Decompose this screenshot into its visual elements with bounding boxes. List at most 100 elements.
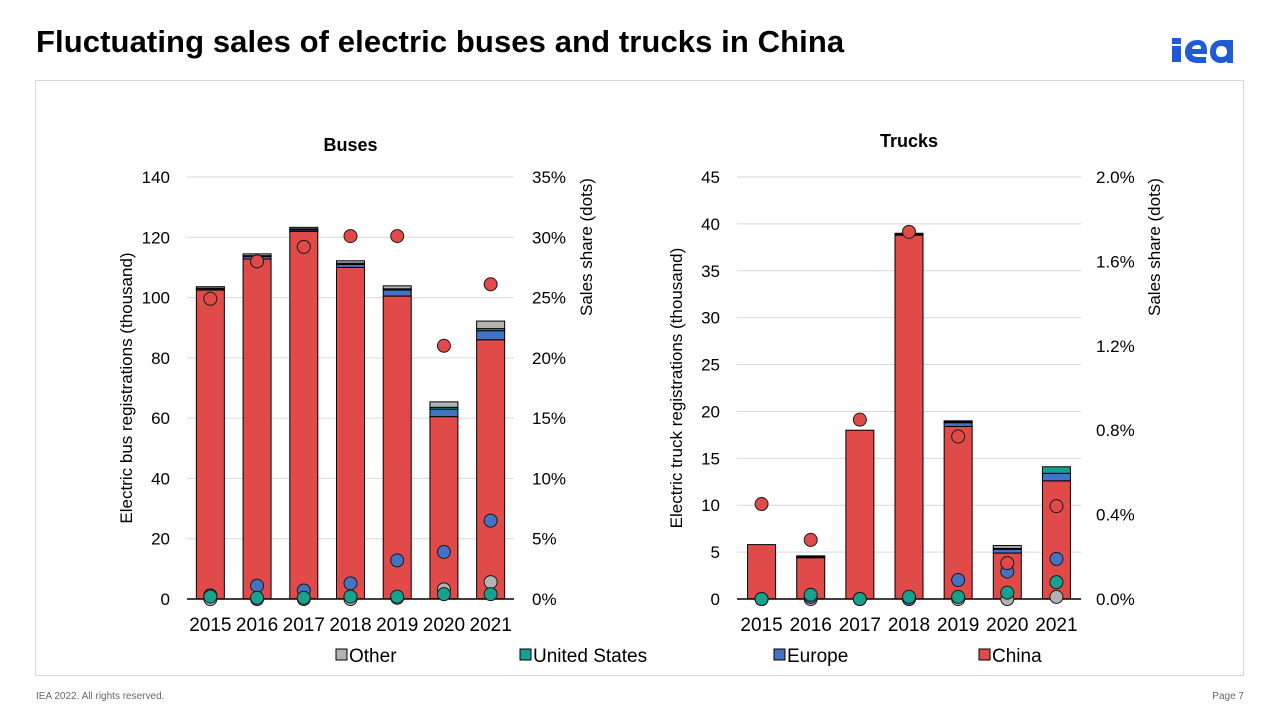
trucks-share-dot-europe [1049, 551, 1064, 566]
buses-ytick-label: 120 [142, 228, 170, 247]
trucks-y2tick-label: 2.0% [1096, 168, 1135, 187]
legend-label: United States [533, 646, 647, 667]
buses-bar-europe [476, 330, 506, 341]
buses-share-dot-united-states [390, 589, 405, 604]
trucks-share-dot-china [754, 497, 769, 512]
buses-xtick-label: 2021 [470, 615, 512, 636]
legend-swatch-china [978, 648, 991, 661]
trucks-share-dot-united-states [852, 592, 867, 606]
buses-y2tick-label: 15% [532, 409, 566, 428]
buses-share-dot-united-states [296, 590, 311, 605]
buses-share-dot-europe [250, 578, 265, 593]
trucks-ytick-label: 15 [701, 449, 720, 468]
legend-label: Other [349, 646, 397, 667]
logo-i-stem [1172, 46, 1181, 62]
trucks-bar-china [943, 425, 973, 600]
buses-share-dot-europe [390, 553, 405, 568]
trucks-xtick-label: 2019 [937, 615, 979, 636]
buses-xtick-label: 2019 [376, 615, 418, 636]
buses-y2tick-label: 5% [532, 530, 557, 549]
buses-share-dot-united-states [436, 587, 451, 602]
buses-share-dot-europe [436, 544, 451, 559]
trucks-share-dot-united-states [951, 589, 966, 604]
iea-logo [1172, 38, 1233, 63]
buses-y2tick-label: 30% [532, 228, 566, 247]
legend-label: China [992, 646, 1042, 667]
buses-bar-china [476, 339, 506, 600]
trucks-share-dot-china [902, 224, 916, 239]
buses-y2tick-label: 10% [532, 469, 566, 488]
logo-a [1210, 40, 1233, 63]
trucks-share-dot-china [852, 412, 867, 427]
trucks-xtick-label: 2016 [790, 615, 832, 636]
buses-bar-other [336, 260, 365, 264]
buses-bar-other [289, 226, 319, 230]
trucks-share-dot-united-states [1049, 575, 1064, 590]
legend-swatch-europe [773, 648, 786, 661]
trucks-bar-other [796, 555, 826, 558]
buses-share-dot-china [436, 338, 451, 353]
buses-xtick-label: 2016 [236, 615, 278, 636]
buses-y-axis-label: Electric bus registrations (thousand) [117, 252, 136, 523]
trucks-share-dot-united-states [1000, 585, 1015, 600]
trucks-share-dot-china [1000, 556, 1015, 571]
trucks-bar-other [992, 545, 1022, 549]
buses-share-dot-china [250, 254, 265, 269]
trucks-ytick-label: 35 [701, 262, 720, 281]
buses-share-dot-china [203, 291, 218, 306]
buses-share-dot-china [296, 239, 311, 254]
buses-y2tick-label: 0% [532, 590, 557, 609]
trucks-y-axis-label: Electric truck registrations (thousand) [667, 248, 686, 529]
trucks-share-dot-china [803, 532, 818, 547]
buses-chart-title: Buses [323, 135, 377, 155]
trucks-xtick-label: 2018 [888, 615, 930, 636]
buses-ytick-label: 80 [151, 349, 170, 368]
trucks-share-dot-united-states [803, 587, 818, 602]
trucks-chart-title: Trucks [880, 131, 938, 151]
buses-ytick-label: 20 [151, 530, 170, 549]
copyright-footer: IEA 2022. All rights reserved. [36, 691, 165, 702]
buses-share-dot-united-states [203, 589, 218, 604]
chart-panel: 0 20 40 60 80 100 120 140 0% 5% 10% 15% 20% 25% 30% 35%… [35, 80, 1244, 676]
trucks-y2tick-label: 0.0% [1096, 590, 1135, 609]
buses-xtick-label: 2018 [329, 615, 371, 636]
buses-bar-china [429, 416, 459, 600]
buses-xtick-label: 2015 [189, 615, 231, 636]
trucks-ytick-label: 10 [701, 496, 720, 515]
buses-share-dot-china [483, 277, 498, 292]
buses-bar-europe [382, 289, 412, 297]
buses-share-dot-china [390, 229, 405, 244]
buses-bar-other [382, 285, 412, 290]
trucks-y2tick-label: 1.2% [1096, 337, 1135, 356]
trucks-ytick-label: 40 [701, 215, 720, 234]
charts-canvas: 0204060801001201400%5%10%15%20%25%30%35%… [117, 131, 1164, 667]
trucks-share-dot-united-states [754, 592, 769, 606]
page-number: Page 7 [1212, 691, 1244, 702]
trucks-bar-united-states [1041, 466, 1071, 474]
buses-bar-china [242, 258, 272, 600]
buses-share-dot-europe [483, 513, 498, 528]
buses-xtick-label: 2017 [283, 615, 325, 636]
legend-label: Europe [787, 646, 848, 667]
buses-bar-europe [429, 408, 459, 418]
trucks-bar-china [845, 429, 875, 600]
buses-y2tick-label: 35% [532, 168, 566, 187]
buses-bar-china [289, 230, 319, 600]
trucks-share-dot-europe [951, 573, 966, 588]
trucks-share-dot-united-states [902, 589, 916, 604]
buses-share-dot-united-states [343, 589, 358, 604]
trucks-bar-europe [943, 422, 973, 427]
trucks-bar-europe [992, 548, 1022, 554]
trucks-y2tick-label: 1.6% [1096, 252, 1135, 271]
trucks-ytick-label: 5 [711, 543, 720, 562]
trucks-bar-china [894, 234, 924, 600]
buses-bar-china [336, 266, 365, 600]
trucks-xtick-label: 2020 [986, 615, 1028, 636]
trucks-xtick-label: 2015 [740, 615, 782, 636]
trucks-ytick-label: 0 [711, 590, 720, 609]
logo-dot [1172, 38, 1181, 44]
buses-ytick-label: 140 [142, 168, 170, 187]
buses-ytick-label: 100 [142, 289, 170, 308]
legend-swatch-united-states [519, 648, 532, 661]
trucks-xtick-label: 2017 [839, 615, 881, 636]
